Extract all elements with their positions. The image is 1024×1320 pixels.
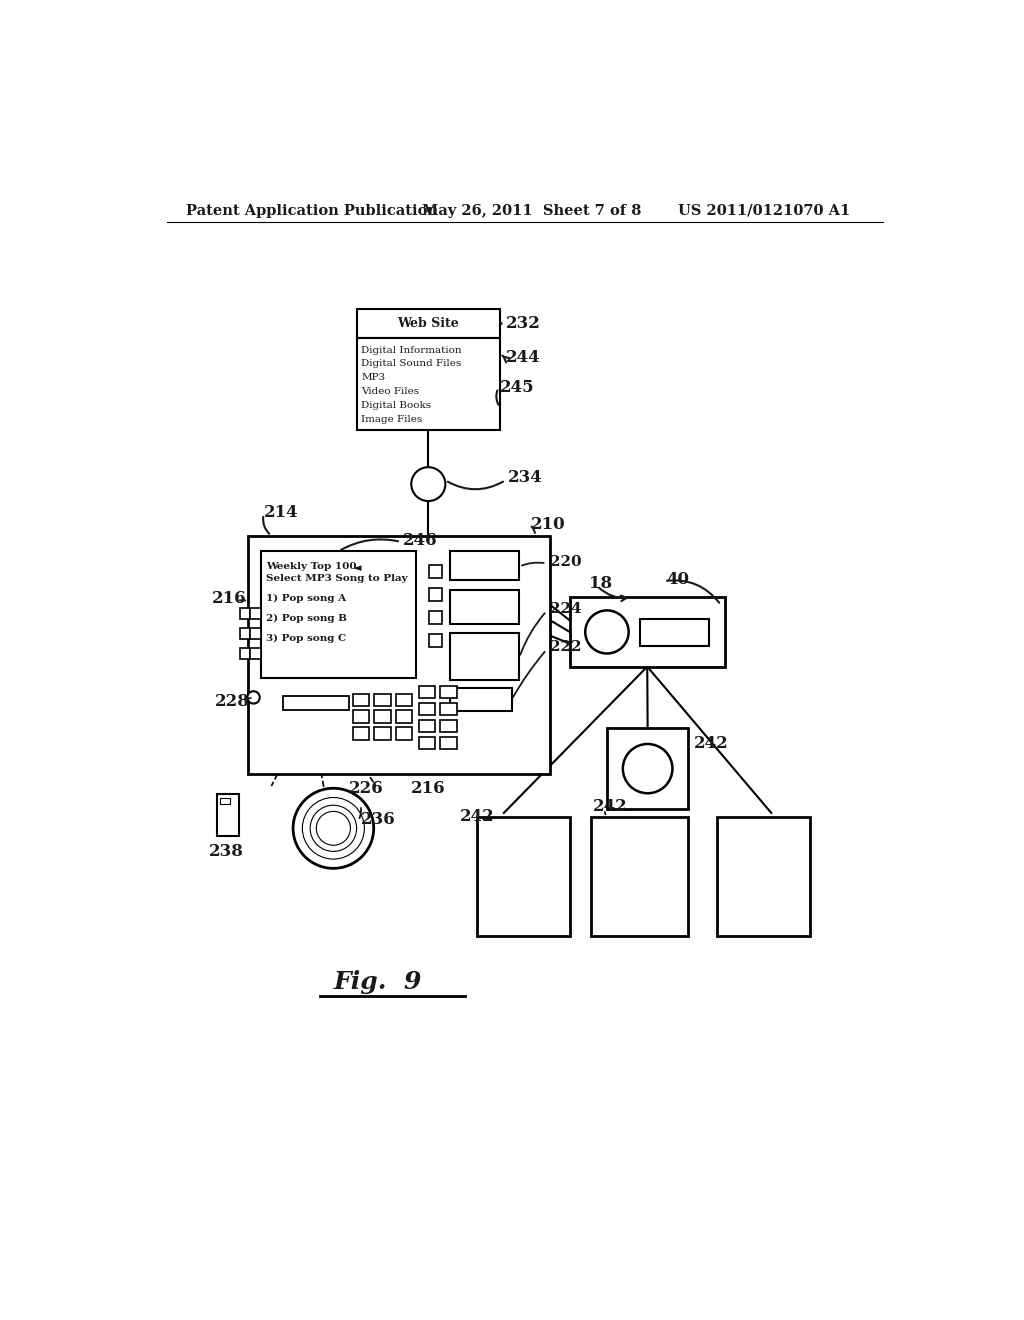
Circle shape bbox=[293, 788, 374, 869]
Bar bbox=[419, 686, 435, 698]
Text: 216: 216 bbox=[212, 590, 247, 607]
Bar bbox=[440, 737, 457, 748]
Text: 40: 40 bbox=[667, 572, 689, 589]
Bar bbox=[592, 817, 688, 936]
Text: Patent Application Publication: Patent Application Publication bbox=[186, 203, 438, 218]
Bar bbox=[240, 648, 251, 659]
Bar bbox=[352, 693, 369, 706]
Text: 242: 242 bbox=[460, 808, 495, 825]
Text: 214: 214 bbox=[263, 504, 298, 521]
Bar bbox=[429, 635, 442, 647]
Bar bbox=[396, 693, 413, 706]
Text: 3) Pop song C: 3) Pop song C bbox=[266, 635, 346, 643]
Bar bbox=[569, 597, 725, 667]
Bar bbox=[450, 590, 519, 624]
Text: 246: 246 bbox=[403, 532, 437, 549]
Bar bbox=[396, 727, 413, 739]
Bar bbox=[356, 338, 500, 430]
Bar bbox=[220, 797, 229, 804]
Bar bbox=[450, 634, 519, 680]
Circle shape bbox=[623, 744, 673, 793]
Bar bbox=[419, 719, 435, 733]
Bar bbox=[640, 619, 710, 645]
Bar bbox=[251, 609, 261, 619]
Text: 244: 244 bbox=[506, 348, 541, 366]
Bar bbox=[450, 552, 519, 581]
Text: 232: 232 bbox=[506, 315, 541, 333]
Bar bbox=[352, 710, 369, 723]
Text: Image Files: Image Files bbox=[361, 414, 423, 424]
Bar bbox=[251, 628, 261, 639]
Bar bbox=[429, 611, 442, 624]
Text: 234: 234 bbox=[508, 470, 543, 487]
Bar bbox=[375, 710, 391, 723]
Bar bbox=[352, 727, 369, 739]
Text: 245: 245 bbox=[500, 379, 535, 396]
Circle shape bbox=[316, 812, 350, 845]
Circle shape bbox=[322, 817, 345, 840]
Text: Video Files: Video Files bbox=[361, 387, 420, 396]
Bar bbox=[440, 719, 457, 733]
Bar bbox=[477, 817, 569, 936]
Circle shape bbox=[586, 610, 629, 653]
Text: 2) Pop song B: 2) Pop song B bbox=[266, 614, 347, 623]
Bar bbox=[240, 609, 251, 619]
Text: 1) Pop song A: 1) Pop song A bbox=[266, 594, 346, 603]
Bar bbox=[251, 648, 261, 659]
Bar bbox=[240, 628, 251, 639]
Circle shape bbox=[248, 692, 260, 704]
Bar bbox=[429, 589, 442, 601]
Circle shape bbox=[310, 805, 356, 851]
Bar bbox=[396, 710, 413, 723]
Bar bbox=[607, 729, 688, 809]
Bar bbox=[356, 309, 500, 338]
Text: May 26, 2011  Sheet 7 of 8: May 26, 2011 Sheet 7 of 8 bbox=[423, 203, 642, 218]
Bar bbox=[261, 552, 417, 678]
Text: 236: 236 bbox=[360, 810, 395, 828]
Circle shape bbox=[412, 467, 445, 502]
Text: 220: 220 bbox=[550, 554, 582, 569]
Bar bbox=[440, 702, 457, 715]
Text: Fig.  9: Fig. 9 bbox=[334, 970, 422, 994]
Text: US 2011/0121070 A1: US 2011/0121070 A1 bbox=[678, 203, 851, 218]
Bar bbox=[375, 727, 391, 739]
Text: Select MP3 Song to Play: Select MP3 Song to Play bbox=[266, 574, 408, 583]
Text: Digital Books: Digital Books bbox=[361, 401, 431, 411]
Bar bbox=[283, 696, 349, 710]
Bar bbox=[717, 817, 810, 936]
Text: 216: 216 bbox=[411, 780, 445, 797]
Circle shape bbox=[302, 797, 365, 859]
Bar bbox=[419, 737, 435, 748]
Text: 228: 228 bbox=[215, 693, 250, 710]
Text: ◄: ◄ bbox=[352, 562, 361, 573]
Bar bbox=[248, 536, 550, 775]
Bar bbox=[450, 688, 512, 711]
Text: MP3: MP3 bbox=[361, 374, 385, 383]
Bar bbox=[375, 693, 391, 706]
Bar bbox=[419, 702, 435, 715]
Bar bbox=[217, 793, 239, 836]
Text: Web Site: Web Site bbox=[397, 317, 459, 330]
Text: 242: 242 bbox=[593, 799, 628, 816]
Bar bbox=[429, 565, 442, 578]
Bar bbox=[440, 686, 457, 698]
Text: 224: 224 bbox=[550, 602, 582, 616]
Text: 18: 18 bbox=[589, 576, 612, 591]
Text: 242: 242 bbox=[693, 735, 728, 752]
Text: 226: 226 bbox=[349, 780, 384, 797]
Text: 238: 238 bbox=[209, 843, 245, 859]
Text: 210: 210 bbox=[531, 516, 565, 533]
Text: Weekly Top 100: Weekly Top 100 bbox=[266, 562, 360, 570]
Text: Digital Sound Files: Digital Sound Files bbox=[361, 359, 462, 368]
Text: 222: 222 bbox=[550, 640, 582, 655]
Text: Digital Information: Digital Information bbox=[361, 346, 462, 355]
